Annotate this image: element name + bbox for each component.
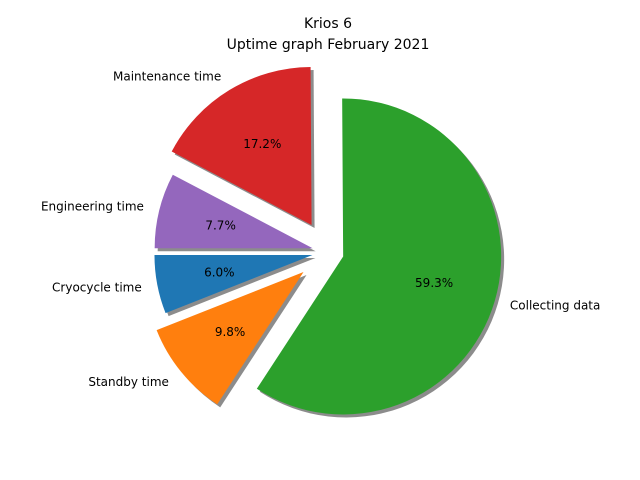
- pie-slice: [154, 174, 313, 249]
- slice-percent-label: 7.7%: [205, 219, 236, 233]
- slice-percent-label: 6.0%: [204, 266, 235, 280]
- slice-label: Collecting data: [510, 298, 600, 312]
- slice-percent-label: 9.8%: [215, 325, 246, 339]
- slices: [154, 67, 502, 415]
- slice-label: Cryocycle time: [52, 281, 142, 295]
- pie-slice: [156, 271, 304, 405]
- slice-labels: Cryocycle time Standby time Collecting dat…: [41, 70, 600, 389]
- pie-slice: [171, 67, 312, 226]
- chart-title: Krios 6: [304, 16, 352, 32]
- slice-percents: 6.0% 9.8% 59.3% 17.2% 7.7%: [204, 137, 453, 339]
- pie-slice: [256, 98, 502, 415]
- pie-slice: [154, 254, 313, 314]
- slice-percent-label: 59.3%: [415, 276, 453, 290]
- slice-percent-label: 17.2%: [243, 137, 281, 151]
- slice-label: Standby time: [88, 375, 169, 389]
- slice-label: Maintenance time: [113, 70, 221, 84]
- chart-subtitle: Uptime graph February 2021: [227, 37, 430, 53]
- slice-label: Engineering time: [41, 200, 144, 214]
